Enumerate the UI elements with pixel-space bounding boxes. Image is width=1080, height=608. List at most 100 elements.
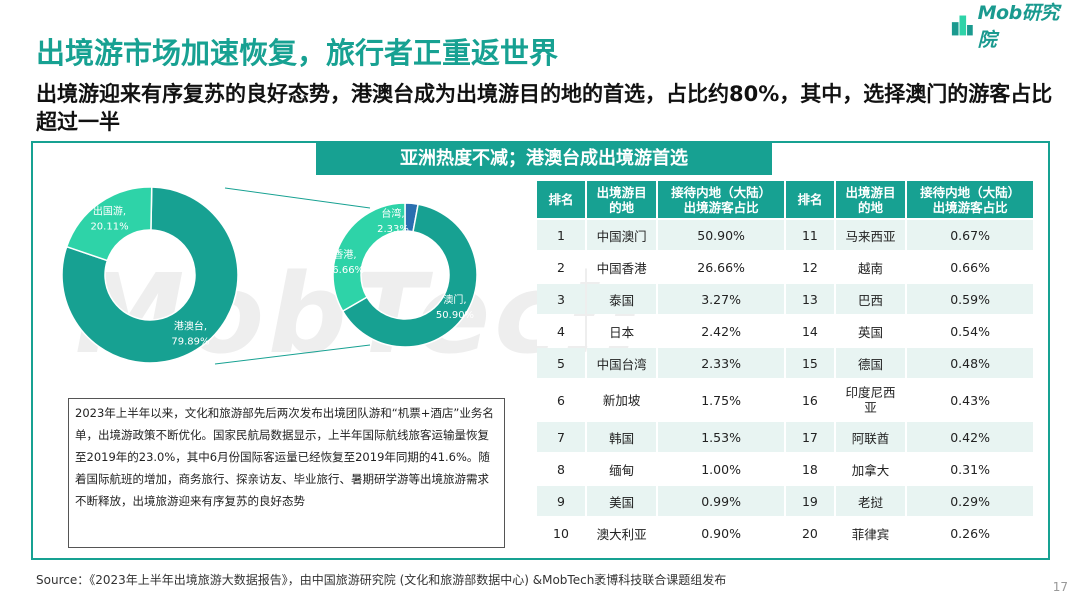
table-row: 6 新加坡 1.75% 16 印度尼西亚 0.43% xyxy=(537,380,1033,420)
table-cell: 11 xyxy=(785,220,834,250)
table-cell: 0.99% xyxy=(658,486,784,516)
table-header-cell: 接待内地（大陆） 出境游客占比 xyxy=(907,181,1033,218)
table-header-cell: 出境游目 的地 xyxy=(835,181,906,218)
table-cell: 17 xyxy=(785,422,834,452)
table-cell: 菲律宾 xyxy=(835,518,906,548)
donut-data-label: 台湾, 2.33% xyxy=(377,207,409,235)
table-row: 1 中国澳门 50.90% 11 马来西亚 0.67% xyxy=(537,220,1033,250)
table-cell: 18 xyxy=(785,454,834,484)
table-cell: 中国澳门 xyxy=(586,220,657,250)
table-cell: 3 xyxy=(537,284,585,314)
table-body: 1 中国澳门 50.90% 11 马来西亚 0.67% 2 中国香港 26.66% 12 越南 0.6… xyxy=(537,220,1033,548)
table-cell: 1.75% xyxy=(658,380,784,420)
table-cell: 澳大利亚 xyxy=(586,518,657,548)
table-cell: 15 xyxy=(785,348,834,378)
table-cell: 0.67% xyxy=(907,220,1033,250)
table-row: 5 中国台湾 2.33% 15 德国 0.48% xyxy=(537,348,1033,378)
table-cell: 1.00% xyxy=(658,454,784,484)
table-cell: 0.66% xyxy=(907,252,1033,282)
table-cell: 1.53% xyxy=(658,422,784,452)
table-cell: 德国 xyxy=(835,348,906,378)
table-cell: 0.48% xyxy=(907,348,1033,378)
table-cell: 巴西 xyxy=(835,284,906,314)
table-cell: 5 xyxy=(537,348,585,378)
logo-text: Mob研究院 xyxy=(977,2,1060,51)
table-row: 3 泰国 3.27% 13 巴西 0.59% xyxy=(537,284,1033,314)
content-frame xyxy=(31,141,1050,560)
table-cell: 0.26% xyxy=(907,518,1033,548)
page-number: 17 xyxy=(1052,580,1068,594)
table-cell: 26.66% xyxy=(658,252,784,282)
table-cell: 英国 xyxy=(835,316,906,346)
table-cell: 0.59% xyxy=(907,284,1033,314)
table-row: 7 韩国 1.53% 17 阿联酋 0.42% xyxy=(537,422,1033,452)
donut-data-label: 香港, 26.66% xyxy=(326,249,364,276)
table-cell: 缅甸 xyxy=(586,454,657,484)
donut-charts: 港澳台, 79.89% 出国游, 20.11% 澳门, 50.90% 香港, 26.66% 台湾… xyxy=(60,175,530,375)
table-row: 10 澳大利亚 0.90% 20 菲律宾 0.26% xyxy=(537,518,1033,548)
table-cell: 2 xyxy=(537,252,585,282)
table-cell: 新加坡 xyxy=(586,380,657,420)
table-cell: 7 xyxy=(537,422,585,452)
table-cell: 中国台湾 xyxy=(586,348,657,378)
table-cell: 越南 xyxy=(835,252,906,282)
page-subtitle: 出境游迎来有序复苏的良好态势，港澳台成为出境游目的地的首选，占比约80%，其中，… xyxy=(36,82,1053,134)
table-cell: 14 xyxy=(785,316,834,346)
logo-building-icon xyxy=(951,15,973,36)
table-cell: 阿联酋 xyxy=(835,422,906,452)
table-header-cell: 接待内地（大陆） 出境游客占比 xyxy=(658,181,784,218)
table-row: 8 缅甸 1.00% 18 加拿大 0.31% xyxy=(537,454,1033,484)
table-header-cell: 排名 xyxy=(785,181,834,218)
table-cell: 13 xyxy=(785,284,834,314)
table-cell: 19 xyxy=(785,486,834,516)
note-box: 2023年上半年以来，文化和旅游部先后两次发布出境团队游和“机票+酒店”业务名单… xyxy=(68,398,505,548)
table-cell: 12 xyxy=(785,252,834,282)
table-cell: 0.90% xyxy=(658,518,784,548)
donut-slice xyxy=(65,186,153,262)
table-cell: 8 xyxy=(537,454,585,484)
donut-data-label: 港澳台, 79.89% xyxy=(171,320,209,348)
table-cell: 泰国 xyxy=(586,284,657,314)
page-title: 出境游市场加速恢复，旅行者正重返世界 xyxy=(36,36,559,70)
donut-charts-svg: 港澳台, 79.89% 出国游, 20.11% 澳门, 50.90% 香港, 26.66% 台湾… xyxy=(61,186,478,365)
donut-slice xyxy=(341,203,478,348)
table-cell: 0.42% xyxy=(907,422,1033,452)
table-cell: 0.54% xyxy=(907,316,1033,346)
table-cell: 0.43% xyxy=(907,380,1033,420)
connector-line xyxy=(214,344,371,365)
table-cell: 日本 xyxy=(586,316,657,346)
mob-logo: Mob研究院 xyxy=(950,2,1072,51)
table-cell: 马来西亚 xyxy=(835,220,906,250)
table-cell: 加拿大 xyxy=(835,454,906,484)
donut-slice xyxy=(332,202,406,313)
table-cell: 20 xyxy=(785,518,834,548)
table-cell: 老挝 xyxy=(835,486,906,516)
table-cell: 16 xyxy=(785,380,834,420)
table-row: 2 中国香港 26.66% 12 越南 0.66% xyxy=(537,252,1033,282)
donut-data-label: 出国游, 20.11% xyxy=(90,204,128,232)
table-row: 4 日本 2.42% 14 英国 0.54% xyxy=(537,316,1033,346)
source-note: Source：《2023年上半年出境旅游大数据报告》，由中国旅游研究院 (文化和… xyxy=(36,573,727,587)
table-cell: 1 xyxy=(537,220,585,250)
connector-line xyxy=(224,187,371,209)
table-cell: 2.42% xyxy=(658,316,784,346)
donut-data-label: 澳门, 50.90% xyxy=(436,293,474,321)
table-cell: 10 xyxy=(537,518,585,548)
table-cell: 韩国 xyxy=(586,422,657,452)
table-cell: 中国香港 xyxy=(586,252,657,282)
table-cell: 6 xyxy=(537,380,585,420)
table-header-cell: 排名 xyxy=(537,181,585,218)
table-cell: 印度尼西亚 xyxy=(835,380,906,420)
table-cell: 0.31% xyxy=(907,454,1033,484)
table-cell: 2.33% xyxy=(658,348,784,378)
table-cell: 0.29% xyxy=(907,486,1033,516)
table-row: 9 美国 0.99% 19 老挝 0.29% xyxy=(537,486,1033,516)
donut-slice xyxy=(61,186,239,364)
table-cell: 4 xyxy=(537,316,585,346)
section-banner: 亚洲热度不减；港澳台成出境游首选 xyxy=(316,143,772,175)
table-cell: 50.90% xyxy=(658,220,784,250)
table-header-row: 排名 出境游目 的地 接待内地（大陆） 出境游客占比 排名 出境游目 的地 接待内地（大陆） 出境… xyxy=(537,181,1033,218)
table-cell: 9 xyxy=(537,486,585,516)
destination-table: 排名 出境游目 的地 接待内地（大陆） 出境游客占比 排名 出境游目 的地 接待内地（大陆） 出境… xyxy=(535,179,1035,550)
table-header-cell: 出境游目 的地 xyxy=(586,181,657,218)
